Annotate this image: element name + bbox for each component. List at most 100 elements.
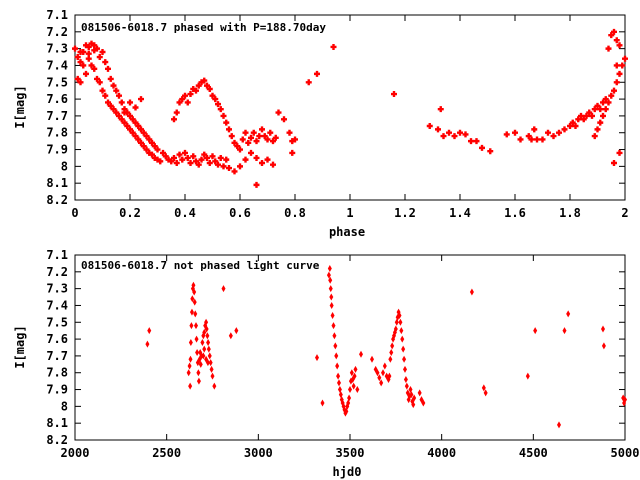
data-point xyxy=(327,264,332,272)
data-point xyxy=(77,49,84,55)
data-point xyxy=(575,116,582,123)
data-point xyxy=(190,295,195,303)
data-point xyxy=(113,109,120,116)
data-point xyxy=(217,154,224,161)
y-tick-label: 7.5 xyxy=(46,75,68,89)
x-tick-label: 1.6 xyxy=(504,206,526,220)
data-point xyxy=(196,369,201,377)
data-point xyxy=(189,308,194,316)
data-point xyxy=(561,126,568,133)
data-point xyxy=(600,112,606,119)
data-point xyxy=(390,342,395,350)
data-point xyxy=(188,382,193,390)
data-point xyxy=(200,338,205,346)
data-point xyxy=(206,160,213,166)
x-tick-label: 4500 xyxy=(519,446,548,460)
data-point xyxy=(132,119,139,126)
data-point xyxy=(223,156,230,163)
data-point xyxy=(545,129,551,136)
data-point xyxy=(602,96,609,103)
data-point xyxy=(210,372,215,380)
data-point xyxy=(352,372,357,380)
x-tick-label: 1.2 xyxy=(394,206,416,220)
data-point xyxy=(132,104,139,111)
data-point xyxy=(566,310,571,318)
data-point xyxy=(375,369,380,377)
x-tick-label: 4000 xyxy=(427,446,456,460)
y-tick-label: 8.2 xyxy=(46,433,68,447)
data-point xyxy=(176,99,183,106)
data-point xyxy=(533,327,538,335)
data-point xyxy=(487,148,494,155)
phased-light-curve-chart: 081506-6018.7 phased with P=188.70day ph… xyxy=(13,8,629,239)
y-tick-label: 7.8 xyxy=(46,366,68,380)
data-point xyxy=(331,322,336,330)
data-point xyxy=(473,138,480,145)
data-point xyxy=(451,133,458,140)
y-tick-label: 7.2 xyxy=(46,25,68,39)
data-point xyxy=(292,136,298,143)
data-point xyxy=(270,161,276,168)
data-point xyxy=(525,372,530,380)
data-point xyxy=(539,136,546,143)
data-point xyxy=(94,45,100,52)
data-point xyxy=(398,318,403,326)
data-point xyxy=(231,168,238,175)
data-point xyxy=(572,123,579,129)
data-point xyxy=(220,163,227,170)
data-point xyxy=(242,129,249,136)
data-point xyxy=(332,332,337,340)
data-point xyxy=(190,153,197,160)
data-point xyxy=(440,133,447,140)
data-point xyxy=(228,133,235,140)
data-point xyxy=(201,77,208,84)
data-point xyxy=(143,133,150,140)
x-tick-label: 3500 xyxy=(336,446,365,460)
data-point xyxy=(337,379,341,387)
data-point xyxy=(381,369,385,377)
data-point xyxy=(140,143,147,150)
data-point xyxy=(591,106,598,113)
data-point xyxy=(550,133,557,140)
data-point xyxy=(242,156,249,163)
data-point xyxy=(147,327,152,335)
data-point xyxy=(149,139,155,146)
data-point xyxy=(569,119,576,126)
data-point xyxy=(77,79,84,86)
y-tick-labels: 7.1 7.2 7.3 7.4 7.5 7.6 7.7 7.8 7.9 8 8.1 8.2 xyxy=(46,248,625,447)
data-point xyxy=(105,65,111,72)
data-point xyxy=(616,42,623,49)
data-point xyxy=(330,312,335,320)
y-tick-label: 8 xyxy=(61,159,68,173)
data-point xyxy=(198,360,203,368)
data-point xyxy=(192,298,197,306)
data-point xyxy=(314,70,320,77)
data-point xyxy=(201,151,208,158)
data-point xyxy=(226,165,232,172)
data-point xyxy=(397,312,402,320)
x-axis-label: phase xyxy=(329,225,365,239)
data-point xyxy=(329,301,334,309)
data-point xyxy=(286,129,293,136)
y-tick-label: 7.9 xyxy=(46,143,68,157)
unphased-light-curve-chart: 081506-6018.7 not phased light curve hjd… xyxy=(13,248,639,479)
data-point xyxy=(328,276,333,284)
data-point xyxy=(149,151,155,158)
data-point xyxy=(206,345,211,353)
data-point xyxy=(600,99,606,106)
data-point xyxy=(190,86,197,92)
data-point xyxy=(517,136,524,143)
x-tick-label: 0.2 xyxy=(119,206,141,220)
data-point xyxy=(88,62,95,69)
y-axis-label: I[mag] xyxy=(13,85,27,128)
data-point xyxy=(107,102,114,109)
data-point xyxy=(94,75,100,82)
data-point xyxy=(189,322,194,330)
data-point xyxy=(206,86,213,92)
data-point xyxy=(184,99,191,106)
data-point xyxy=(613,37,620,44)
data-point xyxy=(129,116,136,123)
y-tick-label: 7.4 xyxy=(46,58,68,72)
data-point xyxy=(188,355,193,363)
data-point xyxy=(400,335,405,343)
